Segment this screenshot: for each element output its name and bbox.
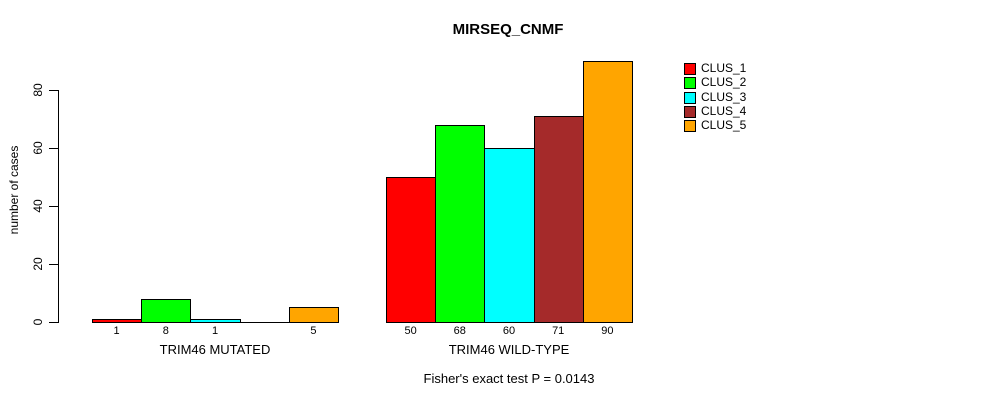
y-tick-label: 40 xyxy=(31,199,45,213)
legend-label: CLUS_3 xyxy=(701,89,747,104)
y-tick-label: 20 xyxy=(31,257,45,271)
bar-value-label: 71 xyxy=(552,325,565,337)
bar-value-label: 50 xyxy=(404,325,417,337)
bar-clus_2 xyxy=(435,125,486,323)
group-label: TRIM46 WILD-TYPE xyxy=(448,342,570,357)
bar-value-label: 68 xyxy=(453,325,466,337)
y-tick-mark xyxy=(49,206,58,207)
y-axis-line xyxy=(58,90,59,323)
y-tick-label: 60 xyxy=(31,141,45,155)
y-tick-mark xyxy=(49,264,58,265)
group-label: TRIM46 MUTATED xyxy=(159,342,271,357)
y-tick-mark xyxy=(49,322,58,323)
legend-swatch xyxy=(684,63,696,75)
chart-title: MIRSEQ_CNMF xyxy=(452,21,564,38)
y-tick-label: 80 xyxy=(31,83,45,97)
bar-value-label: 8 xyxy=(162,325,169,337)
stat-test-caption: Fisher's exact test P = 0.0143 xyxy=(423,371,595,386)
bar-clus_3 xyxy=(190,319,241,323)
bar-value-label: 5 xyxy=(310,325,317,337)
y-tick-label: 0 xyxy=(31,318,45,326)
legend-swatch xyxy=(684,77,696,90)
bar-clus_4 xyxy=(533,116,584,323)
legend-swatch xyxy=(684,120,696,133)
legend-label: CLUS_2 xyxy=(701,75,747,90)
legend-swatch xyxy=(684,91,696,104)
bar-clus_5 xyxy=(288,307,339,323)
y-tick-mark xyxy=(49,90,58,91)
bar-clus_2 xyxy=(141,299,192,323)
legend-label: CLUS_4 xyxy=(701,103,747,118)
y-tick-mark xyxy=(49,148,58,149)
bar-value-label: 60 xyxy=(502,325,516,337)
legend-label: CLUS_5 xyxy=(701,118,747,133)
bar-clus_3 xyxy=(484,148,535,323)
y-axis-label: number of cases xyxy=(7,145,21,235)
bar-value-label: 90 xyxy=(601,325,614,337)
bar-clus_5 xyxy=(582,61,633,323)
bar-clus_1 xyxy=(386,177,437,323)
bar-value-label: 1 xyxy=(211,325,219,337)
bar-value-label: 1 xyxy=(113,325,120,337)
legend-label: CLUS_1 xyxy=(701,61,747,75)
legend-swatch xyxy=(684,105,696,118)
bar-clus_1 xyxy=(92,319,143,323)
